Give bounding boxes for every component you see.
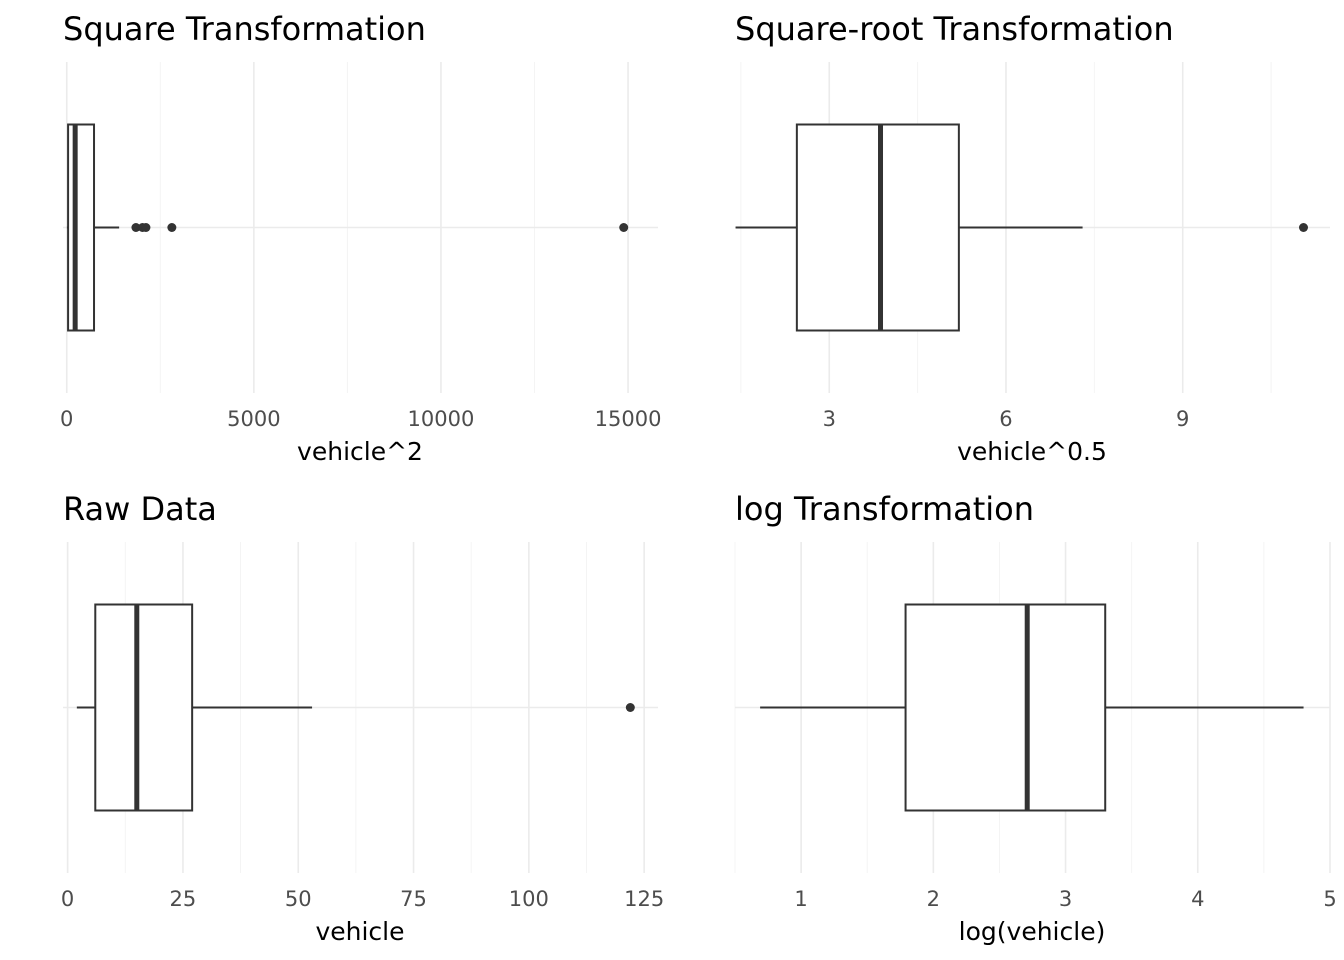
- x-tick-label: 6: [999, 407, 1012, 431]
- outlier-point: [1298, 223, 1308, 232]
- panel-log-transformation: log Transformation log(vehicle) 1 2 3 4 5: [734, 490, 1337, 946]
- panel-title: Raw Data: [63, 490, 217, 528]
- boxplot: [76, 603, 635, 812]
- x-axis-label: vehicle^0.5: [957, 437, 1107, 466]
- x-tick-label: 75: [400, 887, 427, 911]
- x-tick-label: 9: [1176, 407, 1189, 431]
- x-axis-label: vehicle: [315, 917, 404, 946]
- x-tick-label: 4: [1191, 887, 1204, 911]
- gridlines: [63, 62, 658, 393]
- x-axis-label: log(vehicle): [959, 917, 1106, 946]
- x-tick-label: 125: [624, 887, 664, 911]
- x-tick-label: 3: [1059, 887, 1072, 911]
- x-tick-label: 5000: [227, 407, 280, 431]
- boxplot: [760, 603, 1304, 812]
- x-tick-label: 1: [794, 887, 807, 911]
- panel-title: Square Transformation: [63, 10, 426, 48]
- panel-raw-data: Raw Data vehicle 0 25 50 75 100 125: [61, 490, 664, 946]
- iqr-box: [904, 603, 1107, 812]
- outlier-point: [131, 223, 141, 232]
- panel-square-transformation: Square Transformation vehicle^2 0 5000 100…: [60, 10, 661, 466]
- boxplot: [735, 123, 1308, 332]
- x-tick-label: 25: [170, 887, 197, 911]
- x-tick-label: 15000: [595, 407, 662, 431]
- panel-square-root-transformation: Square-root Transformation vehicle^0.5 3…: [735, 10, 1330, 466]
- x-tick-label: 0: [60, 407, 73, 431]
- outlier-point: [625, 703, 635, 712]
- x-tick-label: 50: [285, 887, 312, 911]
- x-tick-label: 100: [509, 887, 549, 911]
- panel-title: log Transformation: [735, 490, 1034, 528]
- iqr-box: [67, 123, 96, 332]
- outlier-point: [141, 223, 151, 232]
- x-tick-label: 10000: [408, 407, 475, 431]
- panel-title: Square-root Transformation: [735, 10, 1174, 48]
- x-tick-label: 2: [927, 887, 940, 911]
- x-tick-label: 5: [1323, 887, 1336, 911]
- boxplot: [66, 123, 629, 332]
- iqr-box: [795, 123, 960, 332]
- outlier-point: [619, 223, 629, 232]
- outlier-point: [167, 223, 177, 232]
- x-tick-label: 0: [61, 887, 74, 911]
- x-axis-label: vehicle^2: [297, 437, 423, 466]
- x-tick-label: 3: [823, 407, 836, 431]
- iqr-box: [94, 603, 194, 812]
